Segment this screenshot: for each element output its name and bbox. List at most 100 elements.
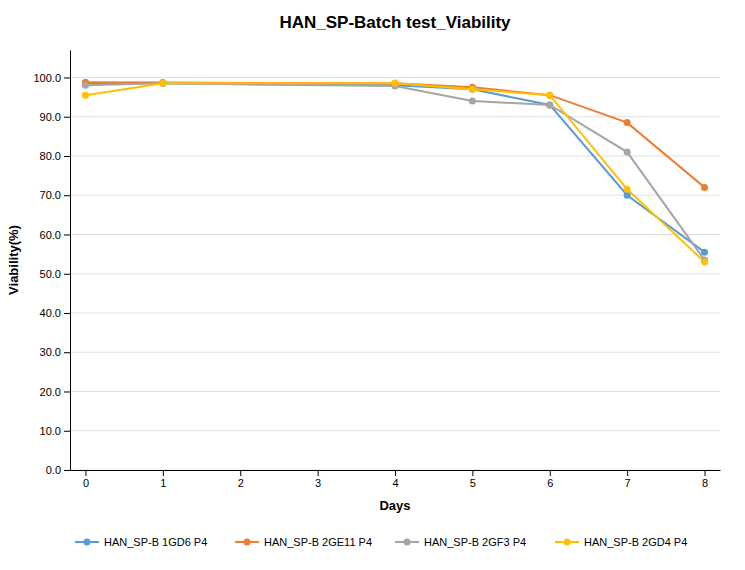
series: [82, 80, 708, 256]
tick-label: 2: [238, 477, 244, 489]
tick-mark: [64, 470, 70, 471]
tick-mark: [64, 156, 70, 157]
tick: 5: [470, 470, 476, 489]
tick-label: 0.0: [46, 464, 61, 476]
tick-label: 80.0: [40, 150, 61, 162]
tick-mark: [240, 470, 241, 476]
y-axis: 0.0 10.0 20.0 30.0 40.0 50.0 60.0 70.0 80.0 90.0 1…: [33, 51, 70, 477]
legend-label: HAN_SP-B 2GD4 P4: [584, 536, 687, 548]
marker: [624, 119, 631, 126]
line: [85, 83, 704, 252]
marker: [82, 82, 89, 89]
legend-label: HAN_SP-B 2GF3 P4: [424, 536, 526, 548]
marker: [701, 184, 708, 191]
series: [82, 80, 708, 266]
tick-label: 40.0: [40, 307, 61, 319]
tick: 80.0: [40, 150, 70, 162]
tick-mark: [64, 195, 70, 196]
grid-line: [70, 77, 720, 78]
legend: HAN_SP-B 1GD6 P4 HAN_SP-B 2GE11 P4 HAN_SP-…: [75, 536, 687, 548]
marker: [469, 86, 476, 93]
marker: [624, 186, 631, 193]
tick-label: 1: [160, 477, 166, 489]
tick-mark: [64, 274, 70, 275]
plot: 0123456780.010.020.030.040.050.060.070.0…: [33, 51, 720, 489]
tick-mark: [705, 470, 706, 476]
tick-label: 20.0: [40, 386, 61, 398]
tick-label: 10.0: [40, 425, 61, 437]
tick-mark: [64, 391, 70, 392]
grid-line: [70, 155, 720, 156]
legend-marker: [564, 539, 571, 546]
tick-mark: [64, 352, 70, 353]
tick-mark: [472, 470, 473, 476]
tick: 50.0: [40, 268, 70, 280]
grid-line: [70, 391, 720, 392]
tick: 7: [625, 470, 631, 489]
axis-line: [70, 51, 71, 471]
tick-mark: [85, 470, 86, 476]
tick-label: 3: [315, 477, 321, 489]
tick: 6: [547, 470, 553, 489]
tick-label: 90.0: [40, 111, 61, 123]
tick-label: 5: [470, 477, 476, 489]
marker: [159, 79, 166, 86]
grid-line: [70, 312, 720, 313]
tick-mark: [64, 77, 70, 78]
legend-item: HAN_SP-B 2GF3 P4: [395, 536, 526, 548]
legend-item: HAN_SP-B 2GE11 P4: [235, 536, 372, 548]
tick: 30.0: [40, 346, 70, 358]
series-group: [82, 79, 708, 266]
y-axis-title: Viability(%): [6, 225, 21, 295]
legend-label: HAN_SP-B 2GE11 P4: [264, 536, 372, 548]
tick-mark: [627, 470, 628, 476]
x-axis: 0 1 2 3 4 5 6 7 8: [71, 470, 721, 489]
marker: [546, 92, 553, 99]
tick-mark: [64, 117, 70, 118]
grid: [70, 77, 720, 470]
grid-line: [70, 234, 720, 235]
title: HAN_SP-Batch test_Viability: [279, 13, 511, 32]
tick: 8: [702, 470, 708, 489]
tick: 1: [160, 470, 166, 489]
tick-label: 60.0: [40, 229, 61, 241]
tick: 2: [238, 470, 244, 489]
grid-line: [70, 116, 720, 117]
marker: [701, 249, 708, 256]
tick: 0.0: [46, 464, 70, 476]
chart: 0123456780.010.020.030.040.050.060.070.0…: [0, 0, 745, 570]
marker: [82, 92, 89, 99]
tick-label: 70.0: [40, 189, 61, 201]
marker: [469, 98, 476, 105]
marker: [624, 149, 631, 156]
series: [82, 80, 708, 264]
marker: [546, 101, 553, 108]
tick: 20.0: [40, 386, 70, 398]
tick-label: 4: [392, 477, 398, 489]
tick-mark: [64, 431, 70, 432]
tick-label: 100.0: [33, 71, 61, 83]
tick: 70.0: [40, 189, 70, 201]
marker: [546, 92, 553, 99]
legend-marker: [244, 539, 251, 546]
tick-label: 30.0: [40, 346, 61, 358]
marker: [392, 80, 399, 87]
tick: 100.0: [33, 71, 70, 83]
marker: [159, 80, 166, 87]
tick-mark: [318, 470, 319, 476]
tick-mark: [64, 234, 70, 235]
grid-line: [70, 195, 720, 196]
marker: [469, 86, 476, 93]
tick-mark: [163, 470, 164, 476]
tick: 90.0: [40, 111, 70, 123]
legend-label: HAN_SP-B 1GD6 P4: [104, 536, 207, 548]
tick-label: 8: [702, 477, 708, 489]
tick: 60.0: [40, 229, 70, 241]
tick-mark: [395, 470, 396, 476]
legend-marker: [84, 539, 91, 546]
tick-label: 0: [83, 477, 89, 489]
marker: [159, 80, 166, 87]
tick: 40.0: [40, 307, 70, 319]
grid-line: [70, 273, 720, 274]
tick-mark: [64, 313, 70, 314]
